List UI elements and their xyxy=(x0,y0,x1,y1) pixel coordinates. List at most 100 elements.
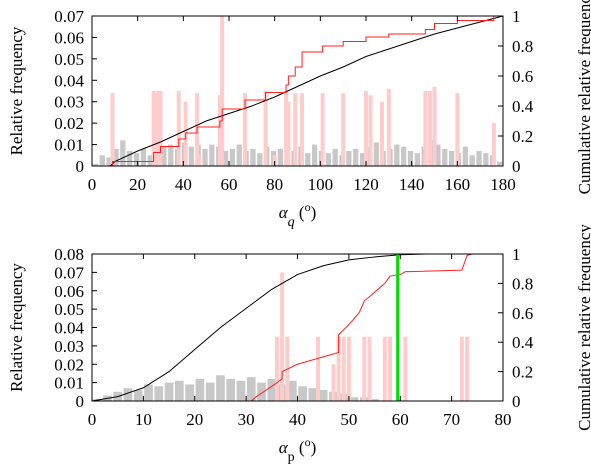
x-axis-label-part: α xyxy=(279,203,289,222)
spike-bar xyxy=(280,272,285,401)
x-tick-label: 50 xyxy=(340,410,357,429)
y-tick-label: 0.03 xyxy=(54,337,84,356)
histogram-bar xyxy=(318,389,328,401)
spike-bar xyxy=(491,123,496,166)
histogram-bar xyxy=(140,148,146,166)
x-axis-label-part: o xyxy=(305,200,311,214)
x-tick-label: 10 xyxy=(135,410,152,429)
histogram-bar xyxy=(229,148,236,166)
y-tick-label: 0 xyxy=(76,157,85,176)
spike-bar xyxy=(110,93,115,166)
y-tick-label: 0.01 xyxy=(54,136,84,155)
histogram-bar xyxy=(305,153,311,166)
y-tick-label: 0.07 xyxy=(54,7,84,26)
y2-tick-label: 0.2 xyxy=(512,363,533,382)
spike-bar xyxy=(274,336,279,401)
y2-tick-label: 0.8 xyxy=(512,37,533,56)
spike-bar xyxy=(455,93,460,166)
histogram-bar xyxy=(92,163,99,166)
histogram-bar xyxy=(236,380,246,401)
x-tick-label: 0 xyxy=(88,175,97,194)
spike-bar xyxy=(336,336,341,401)
spike-bar xyxy=(284,91,289,166)
y2-tick-label: 0.4 xyxy=(512,333,534,352)
histogram-bar xyxy=(496,161,503,166)
spike-bar xyxy=(316,336,321,401)
histogram-bar xyxy=(353,148,359,166)
y2-tick-label: 0 xyxy=(512,392,521,411)
cumulative-line xyxy=(112,15,499,166)
x-tick-label: 140 xyxy=(399,175,425,194)
histogram-bar xyxy=(308,388,318,401)
y-tick-label: 0.04 xyxy=(54,71,84,90)
spike-bar xyxy=(300,93,305,166)
spike-bar xyxy=(367,336,372,401)
histogram-bar xyxy=(209,144,215,166)
histogram-bar xyxy=(312,144,318,166)
y2-axis-label: Cumulative relative frequency xyxy=(575,0,591,194)
x-tick-label: 120 xyxy=(353,175,379,194)
spike-bar xyxy=(176,91,181,166)
y2-tick-label: 0.6 xyxy=(512,304,533,323)
y2-tick-label: 0.2 xyxy=(512,127,533,146)
histogram-bar xyxy=(246,377,256,401)
cumulative-line xyxy=(250,253,473,402)
spike-bar xyxy=(387,336,392,401)
histogram-bar xyxy=(205,382,215,401)
histogram-bar xyxy=(462,146,468,166)
spike-bar xyxy=(427,91,432,166)
histogram-bar xyxy=(449,151,455,166)
histogram-bar xyxy=(123,388,133,401)
x-axis-label-part: ( xyxy=(295,438,305,457)
spike-bar xyxy=(386,88,391,166)
panel: 0 20 40 60 80 100 120 140 160 18000.010.020.030.0… xyxy=(7,0,591,230)
histogram-bar xyxy=(325,153,331,166)
y2-tick-label: 1 xyxy=(512,7,521,26)
spike-bar xyxy=(263,91,268,166)
spike-bar xyxy=(346,336,351,401)
spike-bar xyxy=(465,336,470,401)
histogram-bar xyxy=(414,153,420,166)
histogram-bar xyxy=(216,375,225,401)
x-tick-label: 0 xyxy=(88,410,97,429)
histogram-bar xyxy=(236,144,242,166)
x-axis-label-part: q xyxy=(288,215,295,230)
spike-bar xyxy=(293,93,298,166)
histogram-bar xyxy=(144,384,153,401)
histogram-bar xyxy=(435,144,441,166)
histogram-bar xyxy=(370,399,379,401)
x-axis-label-part: α xyxy=(279,438,289,457)
x-axis-label-part: ) xyxy=(311,438,317,457)
x-tick-label: 100 xyxy=(308,175,334,194)
histogram-bar xyxy=(226,378,236,401)
histogram-bar xyxy=(133,389,143,401)
histogram-bar xyxy=(185,384,194,401)
histogram-bar xyxy=(267,378,277,401)
histogram-bar xyxy=(106,157,112,166)
histogram-bar xyxy=(483,153,489,166)
histogram-bar xyxy=(288,380,297,401)
y-tick-label: 0.08 xyxy=(54,245,84,264)
spike-bar xyxy=(286,101,291,166)
histogram-bar xyxy=(113,148,119,166)
x-axis-label: αp (o) xyxy=(279,435,317,465)
panel: 0 10 20 30 40 50 60 70 8000.010.020.030.040.050.… xyxy=(7,224,591,465)
y-axis-label: Relative frequency xyxy=(7,263,26,392)
histogram-bar xyxy=(250,148,256,166)
histogram-bar xyxy=(168,144,174,166)
x-tick-label: 20 xyxy=(129,175,146,194)
histogram-bar xyxy=(394,144,400,166)
x-tick-label: 30 xyxy=(238,410,255,429)
histogram-bar xyxy=(127,151,133,166)
x-tick-label: 70 xyxy=(443,410,460,429)
y-tick-label: 0.06 xyxy=(54,282,84,301)
spike-bar xyxy=(220,16,225,166)
x-axis-label-part: p xyxy=(288,450,295,465)
cumulative-line xyxy=(109,15,504,167)
y-tick-label: 0.01 xyxy=(54,374,84,393)
spike-bar xyxy=(242,93,247,166)
spike-bar xyxy=(156,91,161,166)
spike-bar xyxy=(341,93,346,166)
y-tick-label: 0.02 xyxy=(54,114,84,133)
histogram-bar xyxy=(359,153,366,166)
